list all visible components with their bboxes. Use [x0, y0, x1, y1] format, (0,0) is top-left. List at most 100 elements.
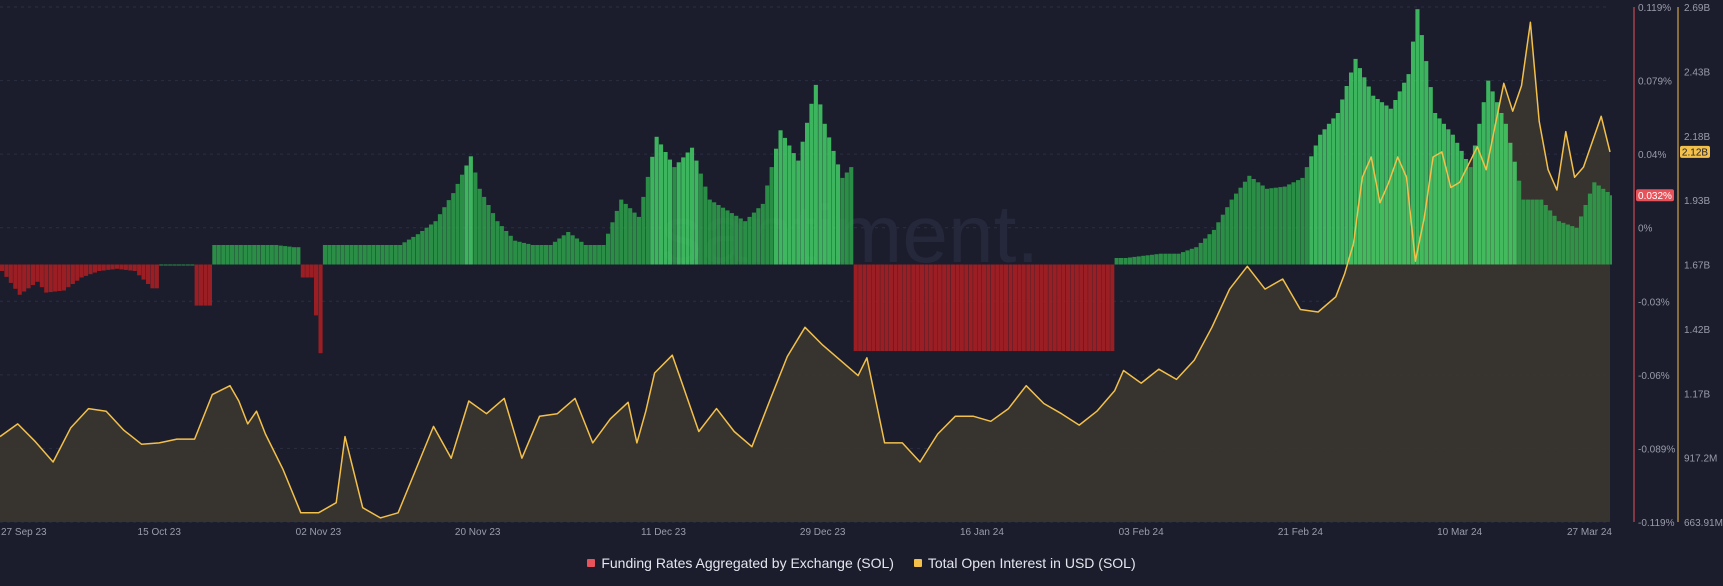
funding-bar-positive	[844, 172, 849, 265]
funding-bar-positive	[172, 264, 177, 266]
funding-bar-positive	[331, 245, 336, 265]
funding-bar-negative	[986, 264, 991, 352]
funding-bar-positive	[707, 199, 712, 265]
funding-bar-positive	[663, 152, 668, 265]
funding-bar-positive	[751, 212, 756, 265]
funding-bar-positive	[1198, 242, 1203, 265]
funding-bar-negative	[1061, 264, 1066, 352]
x-axis-tick-label: 03 Feb 24	[1119, 527, 1164, 538]
funding-bar-negative	[1017, 264, 1022, 352]
funding-bar-positive	[1393, 100, 1398, 265]
funding-bar-positive	[676, 162, 681, 265]
funding-bar-positive	[1415, 9, 1420, 265]
funding-bar-positive	[645, 176, 650, 265]
funding-bar-positive	[778, 130, 783, 265]
funding-bar-positive	[429, 224, 434, 265]
funding-bar-positive	[1282, 186, 1287, 265]
funding-bar-positive	[747, 216, 752, 265]
funding-bar-positive	[787, 145, 792, 265]
funding-bar-positive	[729, 213, 734, 265]
funding-bar-positive	[1543, 205, 1548, 265]
funding-bar-positive	[654, 136, 659, 265]
funding-bar-positive	[1605, 192, 1610, 265]
funding-bar-positive	[1587, 193, 1592, 265]
funding-bar-positive	[168, 264, 173, 266]
funding-bar-positive	[800, 141, 805, 265]
x-axis-tick-label: 27 Mar 24	[1567, 527, 1612, 538]
legend-item-open-interest[interactable]: Total Open Interest in USD (SOL)	[913, 555, 1136, 571]
funding-bar-negative	[1101, 264, 1106, 352]
funding-bar-positive	[1433, 113, 1438, 265]
funding-bar-negative	[4, 264, 9, 277]
funding-bar-positive	[1574, 227, 1579, 265]
funding-bar-negative	[314, 264, 319, 316]
funding-bar-positive	[327, 245, 332, 265]
funding-bar-negative	[207, 264, 212, 306]
funding-bar-positive	[1154, 254, 1159, 265]
funding-bar-positive	[1539, 199, 1544, 265]
funding-bar-negative	[995, 264, 1000, 352]
funding-bar-positive	[499, 226, 504, 265]
funding-bar-positive	[384, 245, 389, 265]
funding-bar-positive	[278, 245, 283, 265]
open-interest-axis-tick-label: 2.18B	[1684, 132, 1710, 143]
funding-bar-negative	[1092, 264, 1097, 352]
funding-bar-positive	[402, 242, 407, 265]
funding-bar-positive	[486, 205, 491, 265]
funding-bar-negative	[915, 264, 920, 352]
open-interest-current-value-badge	[1680, 145, 1710, 158]
funding-bar-positive	[291, 247, 296, 265]
legend-item-funding[interactable]: Funding Rates Aggregated by Exchange (SO…	[587, 555, 894, 571]
funding-bar-positive	[1548, 210, 1553, 265]
funding-bar-positive	[238, 245, 243, 265]
funding-bar-negative	[1026, 264, 1031, 352]
funding-bar-negative	[61, 264, 66, 291]
legend-label-open-interest: Total Open Interest in USD (SOL)	[927, 555, 1136, 571]
funding-bar-positive	[1251, 179, 1256, 265]
funding-bar-negative	[1088, 264, 1093, 352]
funding-bar-positive	[1225, 207, 1230, 265]
funding-bar-positive	[495, 221, 500, 265]
funding-bar-negative	[106, 264, 111, 270]
funding-bar-positive	[685, 152, 690, 265]
funding-bar-positive	[760, 203, 765, 265]
funding-bar-negative	[902, 264, 907, 352]
funding-bar-positive	[690, 147, 695, 265]
funding-bar-positive	[349, 245, 354, 265]
funding-bar-positive	[1260, 185, 1265, 265]
funding-bar-positive	[1579, 216, 1584, 265]
funding-bar-negative	[858, 264, 863, 352]
funding-bar-negative	[866, 264, 871, 352]
funding-bar-positive	[336, 245, 341, 265]
funding-bar-positive	[1526, 199, 1531, 265]
funding-bar-positive	[1570, 226, 1575, 265]
funding-bar-positive	[1397, 91, 1402, 265]
funding-bar-positive	[1411, 41, 1416, 265]
funding-bar-negative	[990, 264, 995, 352]
funding-bar-negative	[0, 264, 5, 271]
funding-bar-negative	[1008, 264, 1013, 352]
legend-swatch-open-interest	[913, 559, 922, 567]
funding-bar-positive	[526, 243, 531, 265]
funding-bar-positive	[743, 221, 748, 265]
funding-bar-positive	[513, 240, 518, 265]
funding-bar-positive	[738, 218, 743, 265]
funding-bar-positive	[1331, 118, 1336, 265]
chart-legend: Funding Rates Aggregated by Exchange (SO…	[0, 554, 1723, 571]
funding-bar-positive	[610, 222, 615, 265]
funding-bar-positive	[1610, 195, 1612, 265]
funding-bar-positive	[340, 245, 345, 265]
funding-bar-negative	[1021, 264, 1026, 352]
funding-bar-positive	[380, 245, 385, 265]
funding-bar-negative	[70, 264, 75, 284]
funding-bar-positive	[1291, 182, 1296, 265]
funding-bar-negative	[22, 264, 27, 292]
funding-bar-negative	[137, 264, 142, 276]
funding-bar-negative	[951, 264, 956, 352]
x-axis-tick-label: 11 Dec 23	[641, 527, 686, 538]
funding-bar-positive	[1141, 255, 1146, 265]
funding-bar-positive	[1335, 113, 1340, 265]
funding-bar-positive	[1326, 123, 1331, 265]
funding-bar-positive	[698, 173, 703, 265]
funding-bar-positive	[703, 186, 708, 265]
